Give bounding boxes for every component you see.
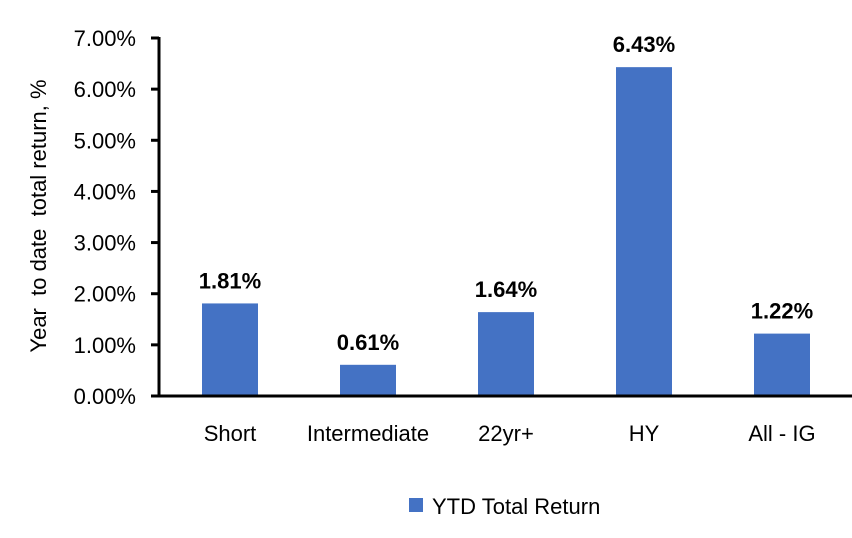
bar-22yr-: [478, 312, 534, 396]
legend-swatch: [409, 498, 423, 512]
bar-short: [202, 303, 258, 396]
bar-hy: [616, 67, 672, 396]
x-tick-label: HY: [629, 421, 660, 446]
y-tick-label: 3.00%: [74, 231, 136, 256]
data-label: 1.64%: [475, 277, 537, 302]
data-label: 1.81%: [199, 268, 261, 293]
x-tick-label: 22yr+: [478, 421, 534, 446]
bar-intermediate: [340, 364, 396, 396]
y-tick-label: 5.00%: [74, 128, 136, 153]
data-label: 6.43%: [613, 32, 675, 57]
y-tick-label: 2.00%: [74, 282, 136, 307]
y-tick-label: 6.00%: [74, 77, 136, 102]
y-tick-label: 4.00%: [74, 179, 136, 204]
y-tick-label: 0.00%: [74, 384, 136, 409]
x-tick-label: All - IG: [748, 421, 815, 446]
bar-all-ig: [754, 333, 810, 396]
data-label: 1.22%: [751, 299, 813, 324]
data-label: 0.61%: [337, 330, 399, 355]
y-tick-label: 7.00%: [74, 26, 136, 51]
legend: YTD Total Return: [409, 494, 600, 519]
y-axis-label: Year to date total return, %: [26, 79, 51, 352]
legend-label: YTD Total Return: [432, 494, 600, 519]
y-tick-label: 1.00%: [74, 333, 136, 358]
x-tick-label: Intermediate: [307, 421, 429, 446]
x-tick-label: Short: [204, 421, 257, 446]
